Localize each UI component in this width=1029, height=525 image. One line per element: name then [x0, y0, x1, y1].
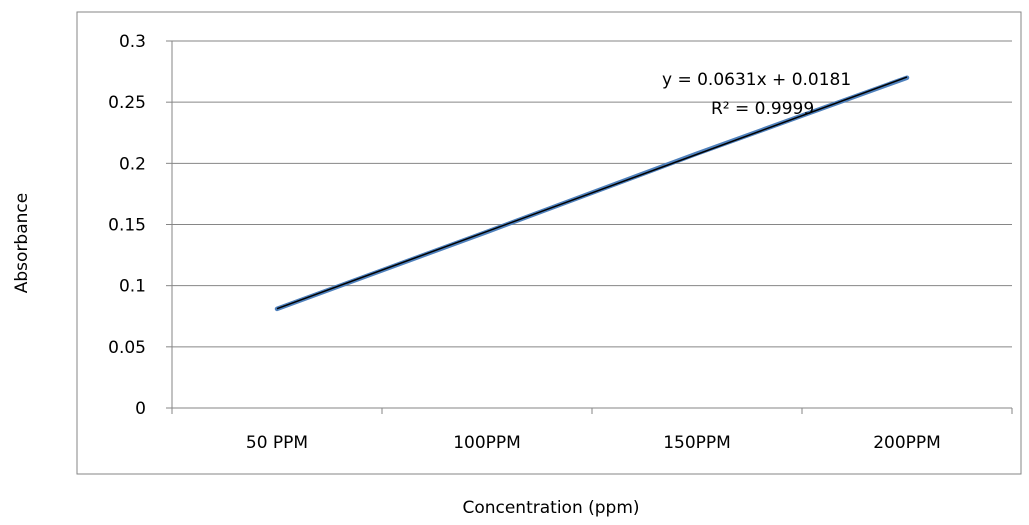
y-axis-title: Absorbance	[12, 193, 32, 293]
chart-border	[76, 11, 1022, 475]
axes	[166, 40, 1013, 414]
trendline-layer	[276, 76, 908, 310]
x-tick-labels: 50 PPM 100PPM 150PPM 200PPM	[246, 433, 941, 453]
y-tick-label: 0.05	[108, 338, 146, 358]
gridlines	[172, 40, 1012, 348]
x-tick-label: 100PPM	[453, 433, 521, 453]
y-tick-label: 0.3	[119, 32, 146, 52]
y-tick-labels: 0 0.05 0.1 0.15 0.2 0.25 0.3	[108, 32, 146, 419]
y-tick-label: 0.25	[108, 93, 146, 113]
y-tick-label: 0.15	[108, 216, 146, 236]
x-axis-title: Concentration (ppm)	[462, 498, 639, 518]
x-tick-label: 200PPM	[873, 433, 941, 453]
x-tick-label: 50 PPM	[246, 433, 308, 453]
trendline-equation: y = 0.0631x + 0.0181	[662, 70, 851, 90]
trendline-r-squared: R² = 0.9999	[711, 99, 814, 119]
y-tick-label: 0.2	[119, 154, 146, 174]
x-tick-label: 150PPM	[663, 433, 731, 453]
trendline	[276, 76, 908, 310]
y-tick-label: 0	[135, 399, 146, 419]
y-tick-label: 0.1	[119, 277, 146, 297]
